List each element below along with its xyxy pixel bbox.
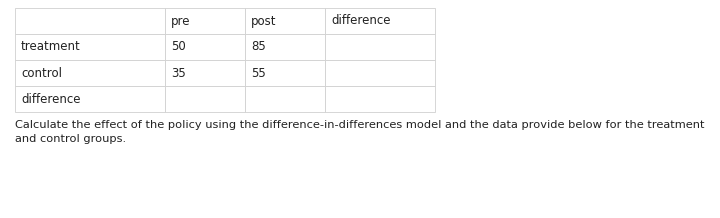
Bar (245, 86, 325, 112)
Text: post: post (251, 15, 276, 27)
Bar (15, 86, 165, 112)
Bar (15, 34, 165, 60)
Bar (165, 34, 245, 60)
Bar (325, 34, 435, 60)
Bar (245, 60, 325, 86)
Bar (165, 8, 245, 34)
Text: Calculate the effect of the policy using the difference-in-differences model and: Calculate the effect of the policy using… (15, 120, 704, 144)
Text: 35: 35 (171, 66, 186, 80)
Text: 50: 50 (171, 41, 186, 53)
Bar (165, 86, 245, 112)
Text: 55: 55 (251, 66, 266, 80)
Text: difference: difference (21, 92, 81, 106)
Bar (245, 8, 325, 34)
Bar (325, 60, 435, 86)
Bar (245, 34, 325, 60)
Text: pre: pre (171, 15, 191, 27)
Bar (325, 8, 435, 34)
Bar (15, 60, 165, 86)
Bar (165, 60, 245, 86)
Text: treatment: treatment (21, 41, 81, 53)
Text: control: control (21, 66, 62, 80)
Bar (15, 8, 165, 34)
Text: difference: difference (331, 15, 390, 27)
Text: 85: 85 (251, 41, 266, 53)
Bar (325, 86, 435, 112)
